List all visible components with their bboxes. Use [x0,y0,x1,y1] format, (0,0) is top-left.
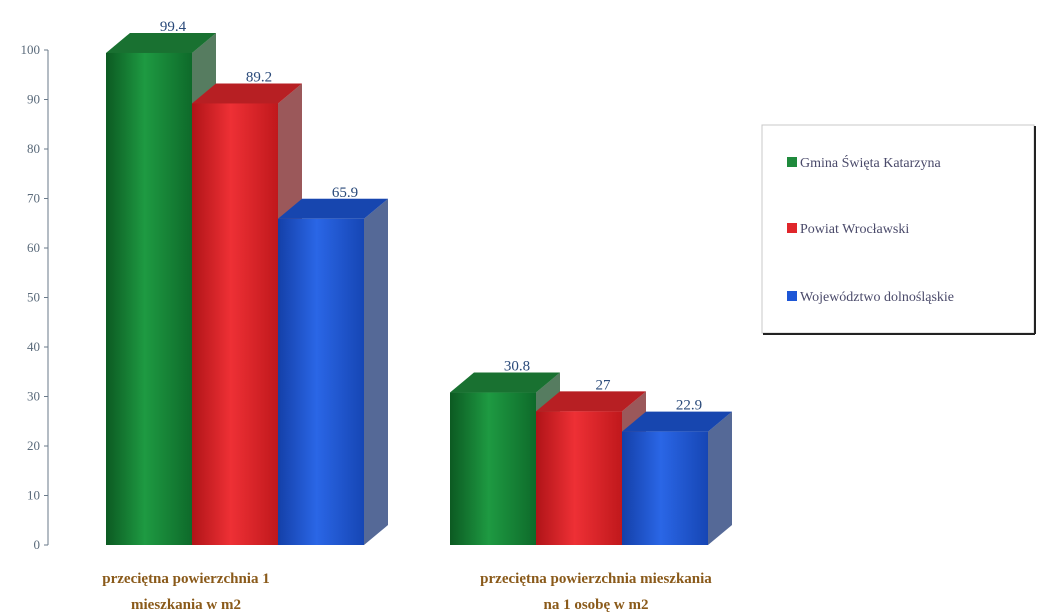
bar [622,411,732,545]
y-tick-label: 100 [21,42,41,57]
bar-side [708,411,732,545]
category-labels: przeciętna powierzchnia 1 mieszkania w m2… [102,571,712,613]
y-tick-label: 20 [27,438,40,453]
data-label: 99.4 [160,19,187,35]
bar-top [536,391,646,412]
legend-swatch [787,291,797,301]
bar-top [106,32,216,53]
y-tick-label: 80 [27,141,40,156]
category-label: przeciętna powierzchnia 1 [102,571,269,587]
category-label: przeciętna powierzchnia mieszkania [480,571,712,587]
y-tick-label: 0 [34,537,41,552]
data-label: 65.9 [332,185,358,201]
bar-top [622,411,732,432]
data-labels: 99.4 89.2 65.9 30.8 27 22.9 [160,19,702,414]
y-tick-label: 30 [27,389,40,404]
legend-entry: Gmina Święta Katarzyna [800,154,942,171]
y-tick-label: 90 [27,92,40,107]
legend-swatch [787,157,797,167]
bar-front [106,52,192,545]
data-label: 89.2 [246,69,272,85]
legend-entry: Województwo dolnośląskie [800,290,954,305]
bar-top [278,198,388,219]
y-tick-label: 40 [27,339,40,354]
bar-front [536,411,622,545]
bar-front [278,218,364,546]
y-tick-label: 70 [27,191,40,206]
bar-side [364,198,388,546]
y-tick-label: 60 [27,240,40,255]
category-label: na 1 osobę w m2 [543,597,648,613]
legend-entry: Powiat Wrocławski [800,222,909,237]
bar-top [450,372,560,393]
bar-front [192,103,278,546]
bar-front [450,392,536,545]
y-axis: 0 10 20 30 40 50 60 70 80 90 100 [21,42,49,552]
bar-front [622,431,708,545]
data-label: 27 [596,377,612,393]
data-label: 30.8 [504,359,530,375]
legend-swatch [787,223,797,233]
legend: Gmina Święta Katarzyna Powiat Wrocławski W… [761,124,1036,335]
bar [278,198,388,546]
data-label: 22.9 [676,398,702,414]
category-label: mieszkania w m2 [131,597,241,613]
bars [106,32,732,546]
y-tick-label: 10 [27,488,40,503]
y-tick-label: 50 [27,290,40,305]
legend-box [761,124,1035,334]
bar-top [192,83,302,104]
